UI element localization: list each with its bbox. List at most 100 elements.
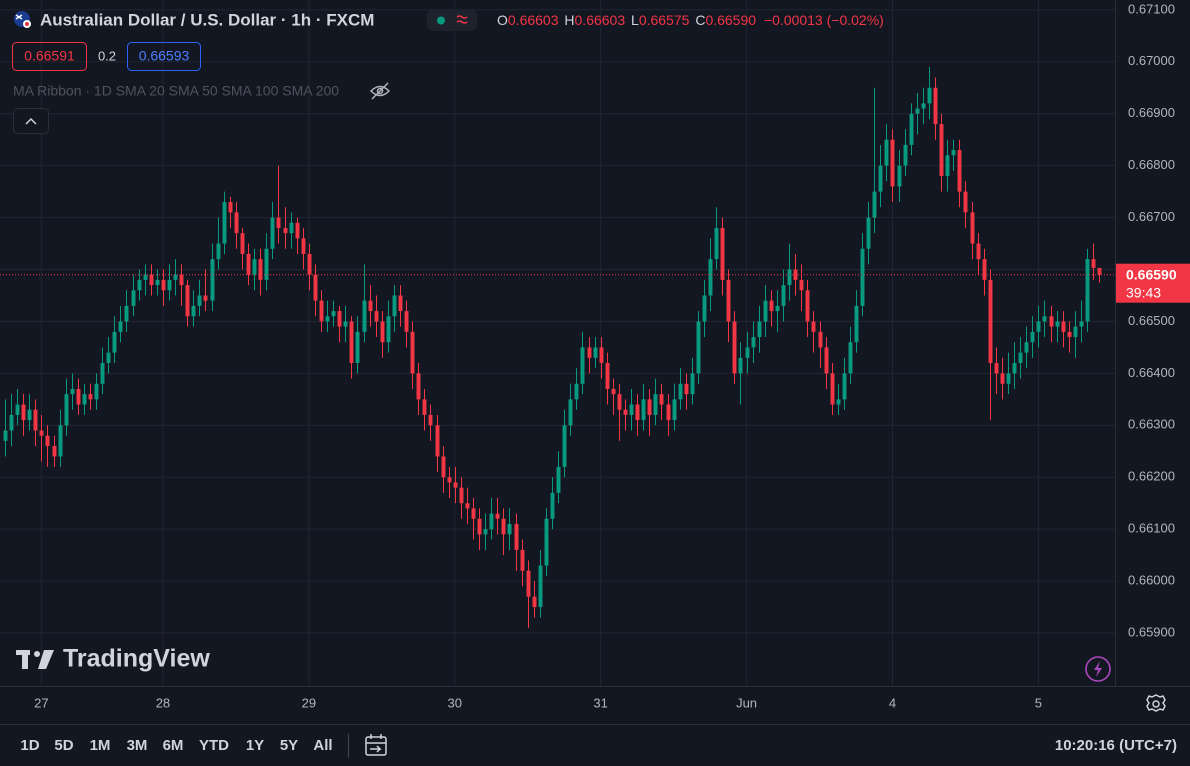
candle-body <box>921 103 926 109</box>
candle-body <box>751 337 756 348</box>
candle-body <box>544 518 549 566</box>
y-tick-label: 0.66800 <box>1128 157 1175 172</box>
range-button[interactable]: 5Y <box>280 737 298 754</box>
candle-body <box>611 388 616 395</box>
y-tick-label: 0.66500 <box>1128 313 1175 328</box>
candle-body <box>459 487 464 504</box>
range-button[interactable]: 1M <box>90 737 111 754</box>
candle-body <box>945 155 950 177</box>
candle-body <box>343 321 348 327</box>
buy-button[interactable] <box>127 42 201 71</box>
candle-body <box>538 565 543 608</box>
candle-body <box>799 279 804 291</box>
candle-body <box>270 217 275 249</box>
candle-body <box>982 259 987 280</box>
candle-body <box>240 233 245 254</box>
y-tick-label: 0.66000 <box>1128 573 1175 588</box>
candle-body <box>970 212 975 244</box>
candle-body <box>422 399 427 415</box>
range-button[interactable]: 3M <box>127 737 148 754</box>
candle-body <box>173 274 178 280</box>
candle-body <box>252 259 257 275</box>
candle-body <box>1049 316 1054 327</box>
hide-indicator-icon[interactable] <box>369 82 391 100</box>
candle-body <box>325 316 330 322</box>
candle-body <box>313 274 318 301</box>
market-status[interactable] <box>427 10 477 31</box>
candle-body <box>1055 321 1060 327</box>
go-to-date-icon[interactable] <box>365 734 387 756</box>
last-price-label: 0.66590 <box>1126 266 1177 282</box>
candle-body <box>1061 321 1066 332</box>
sell-button[interactable] <box>12 42 87 71</box>
candle-body <box>331 311 336 317</box>
x-tick-label: 28 <box>156 695 170 710</box>
candle-body <box>58 425 63 457</box>
candle-body <box>629 404 634 415</box>
candle-body <box>714 227 719 260</box>
candle-body <box>410 331 415 374</box>
candle-body <box>191 305 196 317</box>
candle-body <box>520 549 525 571</box>
candle-body <box>763 300 768 322</box>
bar-countdown: 39:43 <box>1126 284 1161 300</box>
candle-body <box>568 399 573 426</box>
candle-body <box>1085 259 1090 322</box>
buy-price[interactable]: 0.66593 <box>139 48 190 64</box>
candle-body <box>283 227 288 234</box>
candle-body <box>471 508 476 519</box>
candle-body <box>647 399 652 415</box>
candle-body <box>203 295 208 301</box>
candle-body <box>897 165 902 187</box>
y-tick-label: 0.65900 <box>1128 624 1175 639</box>
candle-body <box>963 191 968 213</box>
clock[interactable]: 10:20:16 (UTC+7) <box>1055 737 1177 754</box>
range-button[interactable]: 5D <box>54 737 73 754</box>
candle-body <box>501 518 506 535</box>
candle-body <box>872 191 877 218</box>
candle-body <box>605 362 610 389</box>
candle-body <box>939 124 944 177</box>
candle-body <box>465 503 470 509</box>
candle-body <box>562 425 567 467</box>
range-button[interactable]: YTD <box>199 737 229 754</box>
y-tick-label: 0.66100 <box>1128 521 1175 536</box>
candle-body <box>684 383 689 395</box>
range-button[interactable]: 1Y <box>246 737 264 754</box>
y-tick-label: 0.66200 <box>1128 469 1175 484</box>
candle-body <box>775 305 780 312</box>
candle-body <box>678 383 683 400</box>
candle-body <box>635 404 640 421</box>
candle-body <box>526 570 531 597</box>
candle-body <box>1042 316 1047 322</box>
candle-body <box>1006 373 1011 384</box>
candle-body <box>167 279 172 291</box>
range-button[interactable]: 1D <box>20 737 39 754</box>
candle-body <box>909 113 914 145</box>
candle-body <box>988 279 993 363</box>
sell-price[interactable]: 0.66591 <box>24 48 75 64</box>
candle-body <box>708 259 713 296</box>
alert-icon[interactable] <box>1085 656 1111 682</box>
candle-body <box>106 352 111 363</box>
candle-body <box>185 285 190 317</box>
settings-icon[interactable] <box>1146 694 1166 712</box>
candle-body <box>1067 331 1072 338</box>
candle-body <box>957 150 962 192</box>
candle-body <box>836 399 841 405</box>
last-price-tag <box>1116 263 1190 303</box>
candle-body <box>70 388 75 395</box>
candle-body <box>495 513 500 519</box>
range-button[interactable]: All <box>313 737 332 754</box>
candle-body <box>951 150 956 156</box>
collapse-button[interactable] <box>13 108 49 134</box>
candle-body <box>745 347 750 358</box>
range-button[interactable]: 6M <box>163 737 184 754</box>
candle-body <box>860 248 865 306</box>
candle-body <box>100 362 105 384</box>
y-tick-label: 0.66900 <box>1128 105 1175 120</box>
candle-body <box>289 222 294 234</box>
candle-body <box>848 342 853 374</box>
